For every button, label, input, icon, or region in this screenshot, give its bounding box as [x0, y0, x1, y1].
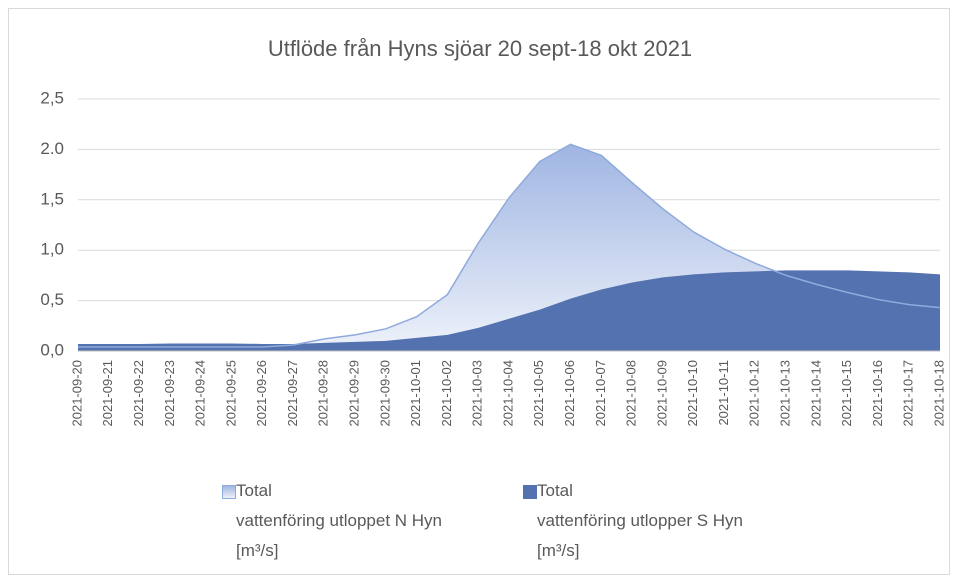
x-tick-label: 2021-10-11 — [716, 360, 731, 426]
x-tick-label: 2021-10-02 — [439, 360, 454, 427]
x-tick-label: 2021-09-22 — [131, 360, 146, 427]
x-tick-label: 2021-10-15 — [839, 360, 854, 427]
y-tick-label: 0,0 — [40, 340, 64, 359]
y-tick-label: 2.0 — [40, 139, 64, 158]
x-tick-label: 2021-09-28 — [316, 360, 331, 427]
x-tick-label: 2021-09-23 — [162, 360, 177, 427]
x-tick-label: 2021-10-17 — [901, 360, 916, 427]
x-tick-label: 2021-09-25 — [223, 360, 238, 427]
x-tick-label: 2021-09-27 — [285, 360, 300, 427]
x-tick-label: 2021-10-07 — [593, 360, 608, 427]
x-tick-label: 2021-10-16 — [870, 360, 885, 427]
chart-title: Utflöde från Hyns sjöar 20 sept-18 okt 2… — [268, 36, 692, 61]
x-tick-label: 2021-10-10 — [685, 360, 700, 427]
x-tick-label: 2021-10-03 — [470, 360, 485, 427]
y-tick-label: 2,5 — [40, 88, 64, 107]
legend-swatch — [523, 485, 537, 499]
x-tick-label: 2021-10-09 — [654, 360, 669, 427]
x-tick-label: 2021-10-06 — [562, 360, 577, 427]
x-tick-label: 2021-09-29 — [347, 360, 362, 427]
y-tick-label: 0,5 — [40, 290, 64, 309]
x-tick-label: 2021-10-05 — [531, 360, 546, 427]
x-tick-label: 2021-09-24 — [193, 360, 208, 427]
legend-label: Total vattenföring utlopper S Hyn [m³/s] — [537, 481, 744, 560]
x-tick-label: 2021-10-08 — [624, 360, 639, 427]
x-tick-label: 2021-10-18 — [931, 360, 946, 427]
x-tick-label: 2021-10-13 — [778, 360, 793, 427]
x-tick-label: 2021-09-20 — [69, 360, 84, 427]
x-tick-label: 2021-09-21 — [100, 360, 115, 427]
x-tick-label: 2021-10-14 — [808, 360, 823, 427]
x-tick-label: 2021-10-12 — [747, 360, 762, 427]
area — [78, 270, 940, 351]
legend-swatch — [222, 485, 236, 499]
x-tick-label: 2021-09-26 — [254, 360, 269, 427]
area-line — [78, 143, 941, 348]
x-tick-label: 2021-10-01 — [408, 360, 423, 427]
x-tick-label: 2021-09-30 — [377, 360, 392, 427]
y-tick-label: 1,5 — [40, 189, 64, 208]
x-tick-label: 2021-10-04 — [500, 360, 515, 427]
legend-label: Total vattenföring utloppet N Hyn [m³/s] — [236, 481, 443, 560]
y-tick-label: 1,0 — [40, 240, 64, 259]
